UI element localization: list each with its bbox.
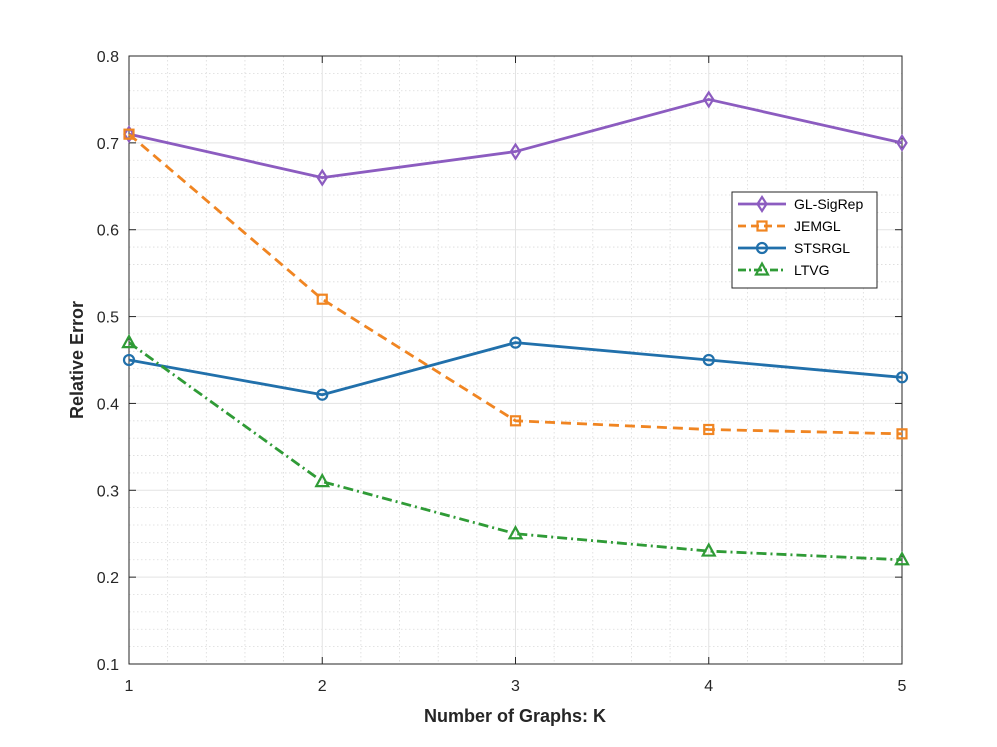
y-tick-label: 0.4 [97, 396, 119, 413]
data-point [123, 128, 135, 140]
data-point [507, 524, 524, 540]
data-point [316, 388, 329, 401]
data-point [896, 133, 908, 152]
minor-grid [129, 56, 902, 664]
data-point [700, 542, 717, 557]
legend: GL-SigRep JEMGL STSRGL LTVG [731, 191, 878, 289]
data-point [316, 168, 329, 187]
data-point [894, 550, 910, 566]
data-point [122, 353, 136, 367]
legend-marker [756, 194, 768, 214]
data-point [123, 125, 135, 144]
series-line [128, 341, 903, 397]
y-tick-labels: 0.1 0.2 0.3 0.4 0.5 0.6 0.7 0.8 [97, 49, 119, 674]
data-point [509, 142, 522, 161]
data-point [895, 371, 909, 384]
legend-item: STSRGL [738, 240, 850, 256]
data-point [314, 472, 331, 488]
legend-marker [756, 220, 768, 232]
legend-item: JEMGL [738, 218, 841, 234]
y-tick-label: 0.3 [97, 483, 119, 500]
y-tick-label: 0.1 [97, 657, 119, 674]
series-line [128, 98, 903, 180]
legend-label: JEMGL [794, 218, 841, 234]
data-point [121, 333, 137, 349]
data-point [316, 293, 328, 305]
data-point [703, 423, 715, 436]
y-tick-label: 0.8 [97, 49, 119, 66]
legend-item: GL-SigRep [738, 194, 863, 214]
x-tick-label: 3 [511, 678, 520, 695]
series-line [128, 133, 903, 436]
x-tick-label: 4 [704, 678, 713, 695]
y-tick-label: 0.7 [97, 136, 119, 153]
legend-box [731, 191, 878, 289]
series-layer [121, 90, 910, 566]
x-tick-labels: 1 2 3 4 5 [125, 678, 907, 695]
data-point [509, 415, 522, 427]
series-gl-sigrep [123, 90, 908, 187]
series-stsrgl [122, 336, 909, 401]
data-point [896, 428, 908, 440]
x-tick-label: 2 [318, 678, 327, 695]
legend-label: LTVG [794, 262, 830, 278]
x-tick-label: 5 [898, 678, 907, 695]
y-tick-label: 0.5 [97, 310, 119, 327]
data-point [702, 353, 715, 367]
legend-label: GL-SigRep [794, 196, 863, 212]
x-tick-label: 1 [125, 678, 134, 695]
data-point [509, 336, 522, 349]
x-axis-label: Number of Graphs: K [424, 706, 606, 726]
legend-marker [755, 241, 769, 255]
series-jemgl [123, 128, 908, 440]
data-point [702, 90, 715, 109]
series-ltvg [121, 333, 910, 566]
legend-label: STSRGL [794, 240, 850, 256]
legend-item: LTVG [738, 261, 830, 278]
y-tick-label: 0.2 [97, 570, 119, 587]
legend-marker [754, 261, 770, 276]
y-axis-label: Relative Error [67, 301, 87, 419]
y-tick-label: 0.6 [97, 223, 119, 240]
